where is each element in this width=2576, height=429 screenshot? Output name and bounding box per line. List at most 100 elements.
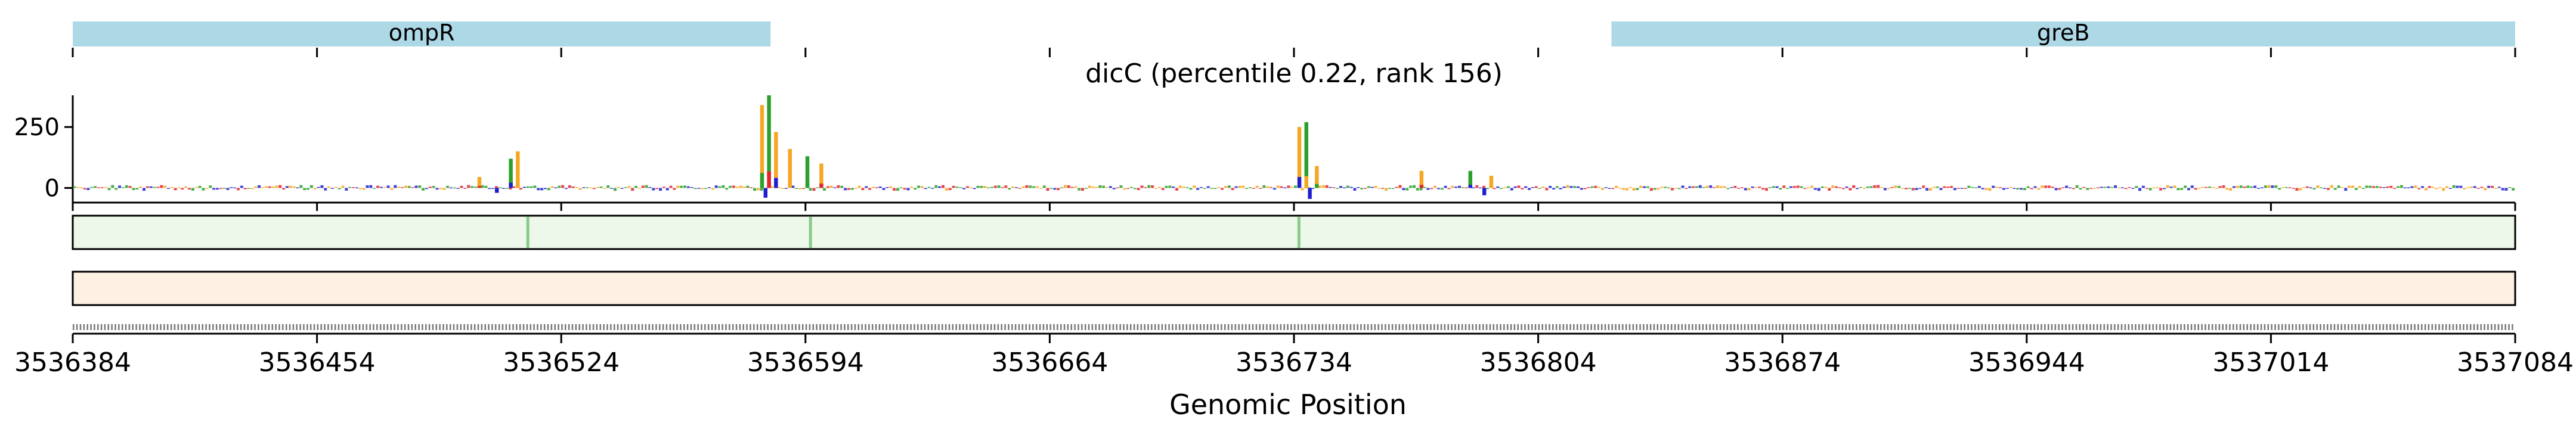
- logo-letter: [501, 188, 505, 189]
- logo-letter: [637, 188, 641, 189]
- sequence-base: [1905, 324, 1906, 330]
- logo-letter: [2316, 185, 2320, 188]
- sequence-base: [795, 324, 797, 330]
- logo-letter: [603, 188, 606, 189]
- logo-letter: [1782, 185, 1786, 188]
- logo-letter: [1206, 186, 1210, 188]
- sequence-base: [1280, 324, 1282, 330]
- logo-letter: [665, 188, 669, 191]
- sequence-base: [1639, 324, 1641, 330]
- sequence-base: [289, 324, 291, 330]
- sequence-base: [1723, 324, 1725, 330]
- logo-letter: [1943, 186, 1946, 188]
- logo-letter: [533, 185, 537, 188]
- sequence-base: [1430, 324, 1432, 330]
- sequence-base: [2351, 324, 2353, 330]
- sequence-base: [488, 324, 490, 330]
- sequence-base: [1091, 324, 1094, 330]
- sequence-base: [920, 324, 922, 330]
- logo-letter: [1444, 185, 1447, 188]
- sequence-base: [435, 324, 438, 330]
- sequence-base: [2424, 324, 2426, 330]
- logo-letter: [1088, 185, 1091, 188]
- sequence-base: [801, 324, 804, 330]
- logo-letter: [2236, 185, 2239, 188]
- logo-letter: [606, 185, 610, 188]
- logo-letter: [1294, 185, 1297, 188]
- sequence-base: [2260, 324, 2262, 330]
- logo-letter: [1995, 186, 1999, 188]
- sequence-base: [1521, 324, 1522, 330]
- logo-letter: [1628, 187, 1632, 188]
- sequence-base: [903, 324, 905, 330]
- sequence-base: [617, 324, 619, 330]
- orange-heat-track: [72, 271, 2516, 306]
- logo-letter: [861, 188, 865, 191]
- logo-letter: [2190, 185, 2194, 188]
- sequence-base: [1932, 324, 1934, 330]
- sequence-base: [2368, 324, 2370, 330]
- sequence-base: [910, 324, 912, 330]
- sequence-base: [763, 324, 766, 330]
- logo-letter: [1123, 188, 1126, 190]
- sequence-base: [209, 324, 210, 330]
- logo-letter: [1290, 186, 1294, 188]
- logo-letter: [868, 188, 872, 190]
- sequence-base: [1506, 324, 1509, 330]
- sequence-base: [1067, 324, 1069, 330]
- sequence-base: [522, 324, 525, 330]
- logo-letter: [2473, 186, 2476, 188]
- sequence-base: [1866, 324, 1868, 330]
- sequence-base: [1339, 324, 1341, 330]
- sequence-base: [1151, 324, 1153, 330]
- sequence-base: [962, 324, 964, 330]
- logo-letter: [1377, 188, 1381, 189]
- logo-letter: [634, 185, 638, 188]
- logo-letter: [1385, 188, 1388, 191]
- logo-letter: [2414, 185, 2417, 188]
- logo-peak-base: [509, 182, 513, 188]
- sequence-base: [2504, 324, 2506, 330]
- logo-letter: [1856, 188, 1859, 189]
- sequence-base: [1977, 324, 1980, 330]
- sequence-base: [491, 324, 493, 330]
- sequence-base: [1451, 324, 1453, 330]
- sequence-base: [2124, 324, 2126, 330]
- sequence-base: [1992, 324, 1993, 330]
- logo-y-axis: 0 250: [14, 95, 2516, 211]
- logo-letter: [76, 186, 79, 188]
- sequence-base: [1887, 324, 1889, 330]
- logo-letter: [1674, 188, 1677, 189]
- logo-letter: [1412, 185, 1416, 188]
- logo-letter: [1956, 188, 1960, 189]
- logo-letter: [2173, 185, 2176, 188]
- logo-letter: [132, 188, 135, 190]
- sequence-base: [812, 324, 815, 330]
- sequence-base: [1447, 324, 1449, 330]
- logo-letter: [1395, 186, 1398, 188]
- logo-letter: [114, 188, 118, 190]
- logo-letter: [2002, 188, 2005, 190]
- logo-peak: [1468, 170, 1473, 188]
- logo-letter: [104, 186, 107, 188]
- sequence-base: [1730, 324, 1732, 330]
- logo-letter: [2114, 185, 2117, 188]
- logo-letter: [435, 188, 439, 190]
- sequence-base: [2096, 324, 2098, 330]
- logo-letter: [1025, 185, 1029, 188]
- logo-letter: [809, 188, 812, 191]
- sequence-base: [1116, 324, 1118, 330]
- sequence-base: [1200, 324, 1202, 330]
- logo-letter: [2288, 187, 2292, 188]
- sequence-base: [1786, 324, 1788, 330]
- sequence-base: [1625, 324, 1627, 330]
- sequence-base: [1357, 324, 1358, 330]
- logo-letter: [662, 186, 665, 188]
- logo-letter: [1852, 185, 1856, 188]
- sequence-base: [1580, 324, 1582, 330]
- sequence-base: [1165, 324, 1166, 330]
- logo-letter: [1151, 185, 1154, 188]
- sequence-base: [1388, 324, 1390, 330]
- logo-letter: [704, 188, 708, 189]
- logo-peak-base: [1304, 176, 1308, 188]
